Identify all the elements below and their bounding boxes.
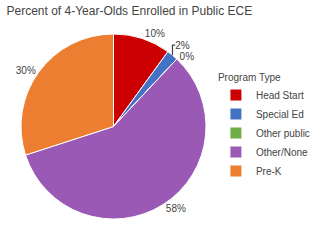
svg-text:0%: 0% bbox=[180, 51, 195, 62]
svg-text:58%: 58% bbox=[166, 203, 186, 214]
svg-text:Other public: Other public bbox=[256, 128, 310, 139]
svg-text:Head Start: Head Start bbox=[256, 90, 304, 101]
svg-text:Other/None: Other/None bbox=[256, 147, 308, 158]
svg-text:30%: 30% bbox=[16, 65, 36, 76]
svg-text:2%: 2% bbox=[175, 40, 190, 51]
svg-text:Program Type: Program Type bbox=[218, 72, 281, 83]
svg-text:Special Ed: Special Ed bbox=[256, 109, 304, 120]
svg-text:Pre-K: Pre-K bbox=[256, 166, 282, 177]
svg-text:10%: 10% bbox=[145, 28, 165, 39]
svg-text:Percent of 4-Year-Olds Enrolle: Percent of 4-Year-Olds Enrolled in Publi… bbox=[7, 4, 253, 18]
